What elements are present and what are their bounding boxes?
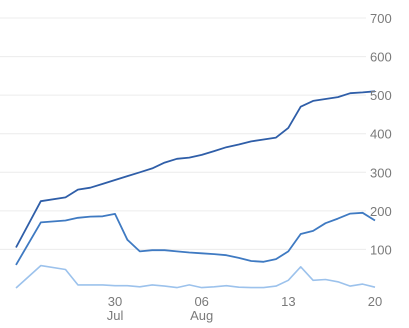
series-2-line xyxy=(15,211,376,266)
y-tick-label-300: 300 xyxy=(370,165,392,180)
x-tick-label-20: 20 xyxy=(368,294,382,309)
y-tick-label-600: 600 xyxy=(370,50,392,65)
series-3-line xyxy=(15,264,376,289)
gridlines xyxy=(0,17,366,250)
y-tick-label-100: 100 xyxy=(370,242,392,257)
y-tick-label-500: 500 xyxy=(370,88,392,103)
series-lines xyxy=(15,90,376,289)
y-tick-label-400: 400 xyxy=(370,127,392,142)
x-tick-label-13: 13 xyxy=(281,294,295,309)
x-tick-month-jul: Jul xyxy=(107,308,124,323)
y-tick-label-200: 200 xyxy=(370,204,392,219)
x-tick-label-30: 30 xyxy=(108,294,122,309)
series-1-line xyxy=(15,90,376,248)
y-axis-ticks: 100 200 300 400 500 600 700 xyxy=(370,11,392,257)
y-tick-label-700: 700 xyxy=(370,11,392,26)
x-tick-month-aug: Aug xyxy=(190,308,213,323)
x-tick-label-06: 06 xyxy=(194,294,208,309)
